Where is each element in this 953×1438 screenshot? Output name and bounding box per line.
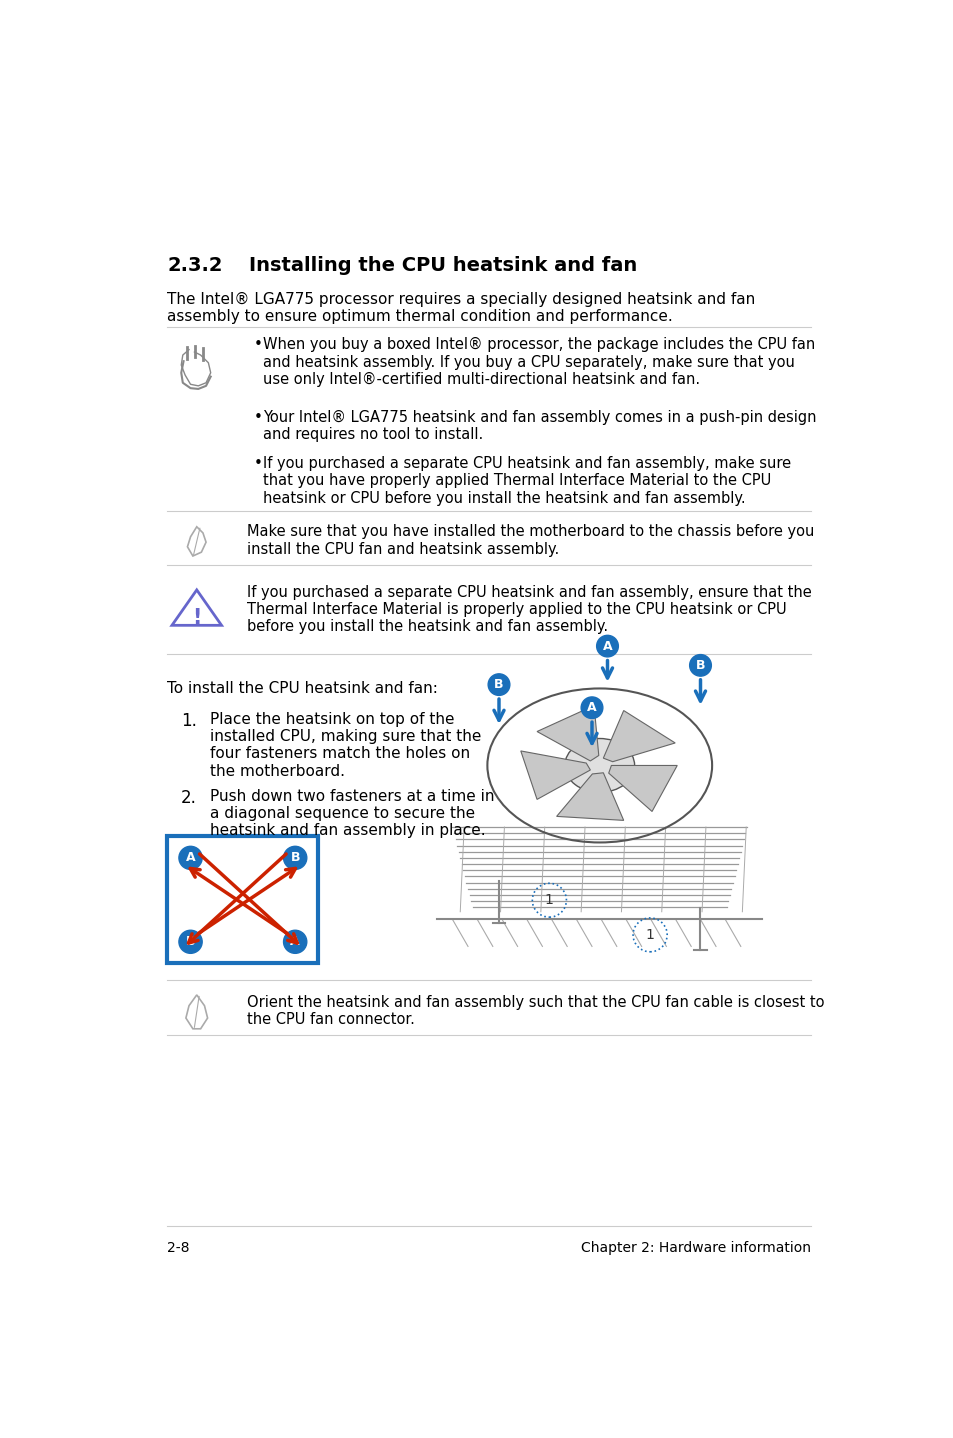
Text: Push down two fasteners at a time in
a diagonal sequence to secure the
heatsink : Push down two fasteners at a time in a d… (210, 788, 494, 838)
Text: When you buy a boxed Intel® processor, the package includes the CPU fan
and heat: When you buy a boxed Intel® processor, t… (262, 338, 814, 387)
Text: Your Intel® LGA775 heatsink and fan assembly comes in a push-pin design
and requ: Your Intel® LGA775 heatsink and fan asse… (262, 410, 815, 441)
Text: •: • (253, 410, 262, 424)
Text: The Intel® LGA775 processor requires a specially designed heatsink and fan: The Intel® LGA775 processor requires a s… (167, 292, 755, 306)
Polygon shape (520, 751, 590, 800)
Text: •: • (253, 338, 262, 352)
Text: B: B (494, 679, 503, 692)
Text: 1: 1 (544, 893, 554, 907)
Polygon shape (556, 772, 623, 821)
Text: B: B (290, 851, 299, 864)
Circle shape (488, 674, 509, 696)
Text: B: B (186, 935, 195, 948)
Text: assembly to ensure optimum thermal condition and performance.: assembly to ensure optimum thermal condi… (167, 309, 673, 324)
Text: B: B (695, 659, 704, 672)
Text: !: ! (192, 608, 201, 627)
Circle shape (283, 847, 307, 870)
Text: Place the heatsink on top of the
installed CPU, making sure that the
four fasten: Place the heatsink on top of the install… (210, 712, 481, 779)
Polygon shape (602, 710, 675, 762)
Text: •: • (253, 456, 262, 470)
Circle shape (689, 654, 711, 676)
Text: 1: 1 (645, 928, 654, 942)
FancyBboxPatch shape (167, 837, 318, 963)
Text: A: A (290, 935, 299, 948)
Circle shape (179, 847, 202, 870)
Ellipse shape (564, 739, 634, 792)
Text: If you purchased a separate CPU heatsink and fan assembly, ensure that the
Therm: If you purchased a separate CPU heatsink… (247, 584, 811, 634)
Text: 1.: 1. (181, 712, 197, 729)
Circle shape (179, 930, 202, 953)
Text: Installing the CPU heatsink and fan: Installing the CPU heatsink and fan (249, 256, 637, 275)
Text: Chapter 2: Hardware information: Chapter 2: Hardware information (580, 1241, 810, 1255)
Polygon shape (608, 765, 677, 811)
Text: 2.3.2: 2.3.2 (167, 256, 223, 275)
Text: A: A (602, 640, 612, 653)
Text: Orient the heatsink and fan assembly such that the CPU fan cable is closest to
t: Orient the heatsink and fan assembly suc… (247, 995, 823, 1027)
Polygon shape (537, 706, 598, 761)
Text: To install the CPU heatsink and fan:: To install the CPU heatsink and fan: (167, 680, 437, 696)
Text: A: A (186, 851, 195, 864)
Text: 2-8: 2-8 (167, 1241, 190, 1255)
Text: A: A (587, 702, 597, 715)
Text: If you purchased a separate CPU heatsink and fan assembly, make sure
that you ha: If you purchased a separate CPU heatsink… (262, 456, 790, 506)
Text: 2.: 2. (181, 788, 197, 807)
Circle shape (580, 697, 602, 719)
Circle shape (283, 930, 307, 953)
Text: Make sure that you have installed the motherboard to the chassis before you
inst: Make sure that you have installed the mo… (247, 525, 814, 557)
Circle shape (596, 636, 618, 657)
